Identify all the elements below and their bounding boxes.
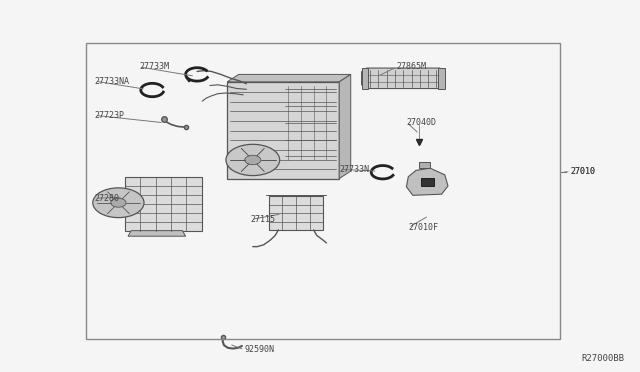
Text: 27280: 27280 [95,194,120,203]
Text: 92590N: 92590N [244,345,275,354]
Polygon shape [227,82,339,179]
Polygon shape [339,74,351,179]
Circle shape [111,198,126,207]
Polygon shape [419,162,430,168]
Text: 27723P: 27723P [95,111,125,120]
Circle shape [244,155,261,165]
Polygon shape [128,231,186,236]
Bar [125,177,202,231]
Text: 27733NA: 27733NA [95,77,130,86]
Circle shape [93,188,144,218]
Text: R27000BB: R27000BB [581,354,624,363]
Polygon shape [362,68,445,89]
Polygon shape [438,68,445,89]
Text: 27733M: 27733M [140,62,170,71]
Bar [86,43,560,339]
Text: 27865M: 27865M [397,62,427,71]
Circle shape [226,144,280,176]
Text: 27010: 27010 [571,167,596,176]
Bar [269,196,323,230]
Text: 27040D: 27040D [406,118,436,126]
Text: 27010F: 27010F [408,223,438,232]
Polygon shape [362,68,368,89]
Text: 27115: 27115 [251,215,276,224]
Bar [421,178,434,186]
Text: 27010: 27010 [571,167,596,176]
Text: 27733N: 27733N [339,165,369,174]
Polygon shape [406,168,448,195]
Polygon shape [227,74,351,82]
